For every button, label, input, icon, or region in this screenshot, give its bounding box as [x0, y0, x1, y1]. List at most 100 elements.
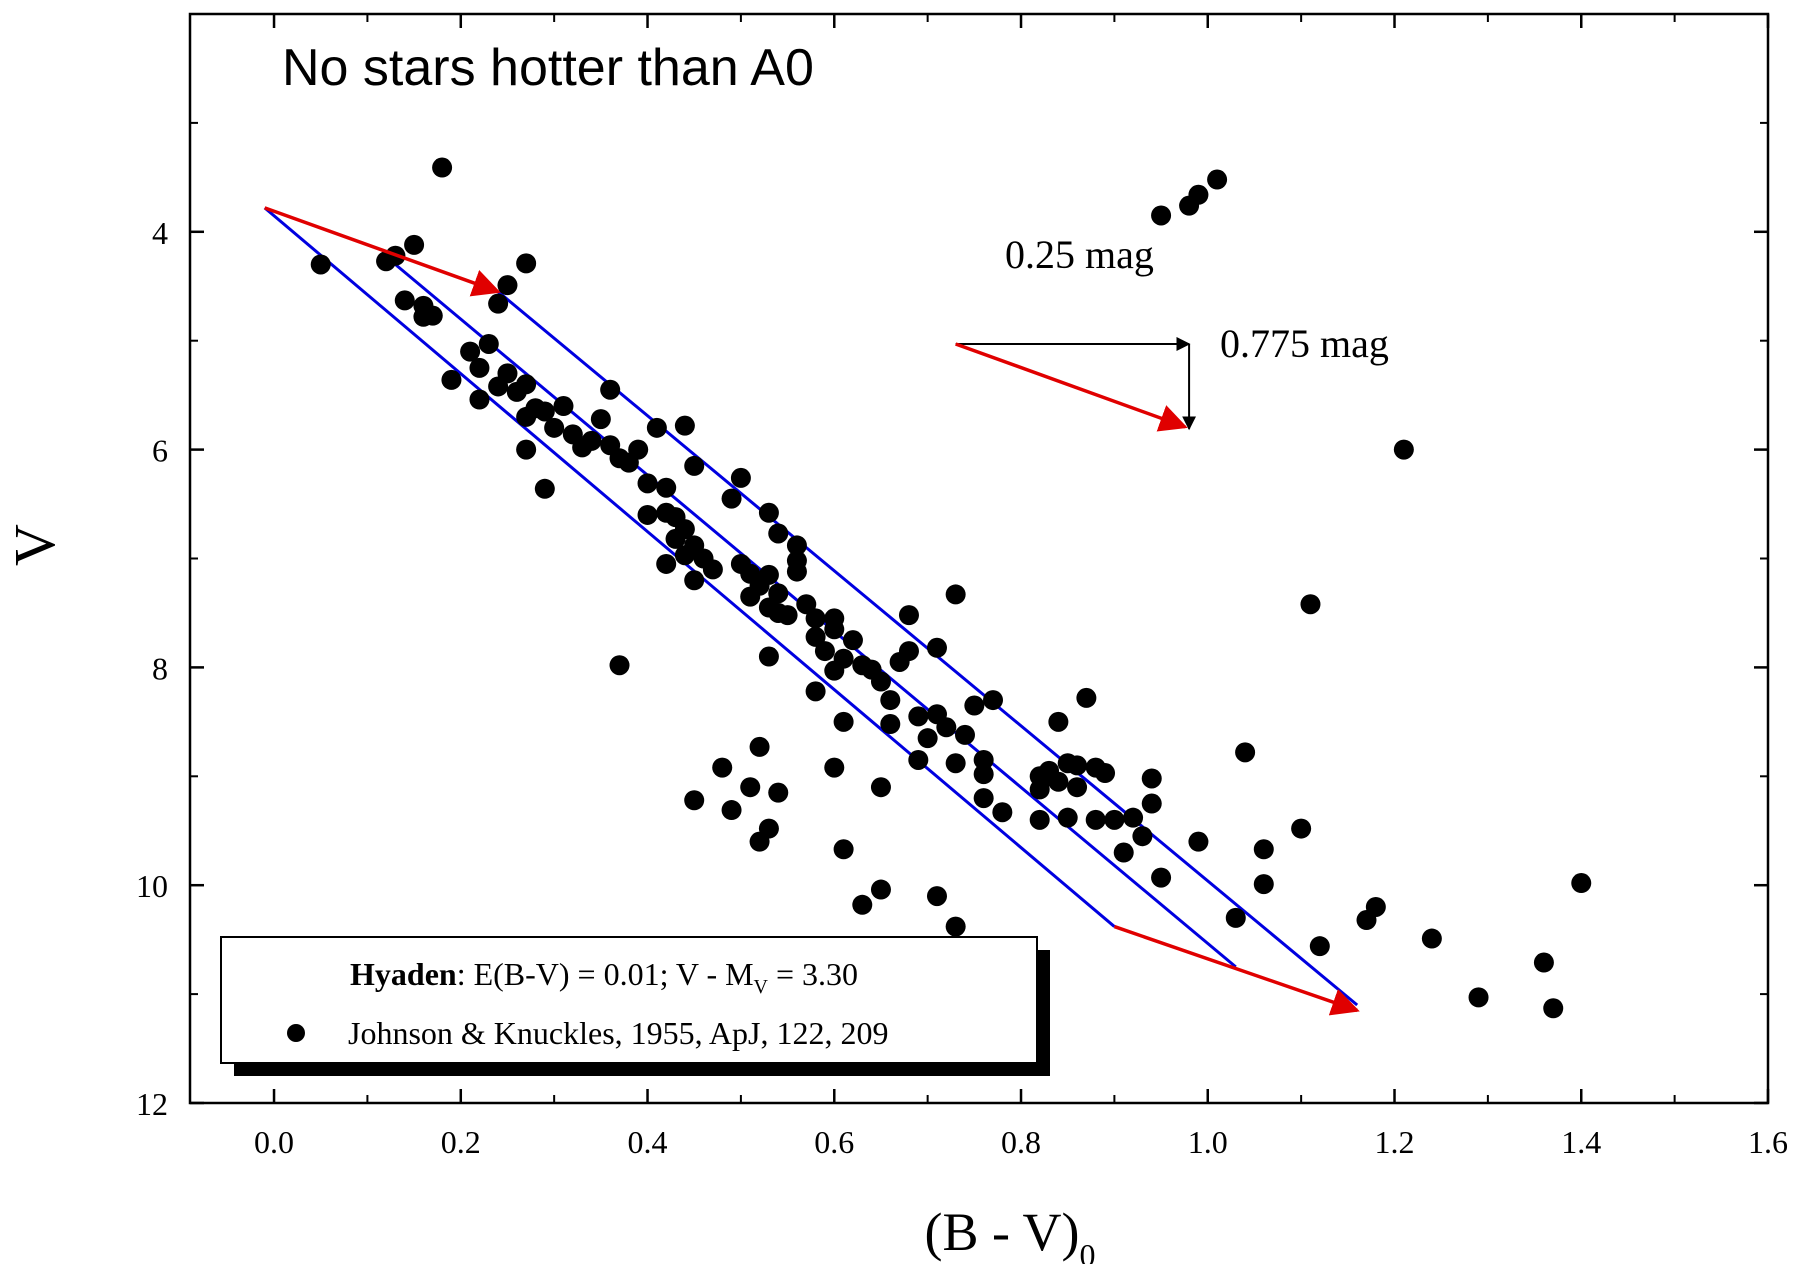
- data-point: [553, 396, 574, 417]
- data-point: [637, 504, 658, 525]
- data-point: [674, 545, 695, 566]
- data-point: [721, 488, 742, 509]
- data-point: [544, 417, 565, 438]
- data-point: [441, 369, 462, 390]
- data-point: [1113, 842, 1134, 863]
- data-point: [1468, 987, 1489, 1008]
- data-point: [609, 655, 630, 676]
- data-point: [1543, 998, 1564, 1019]
- data-point: [880, 690, 901, 711]
- data-point: [656, 553, 677, 574]
- chart-title: No stars hotter than A0: [282, 39, 814, 97]
- data-point: [534, 478, 555, 499]
- data-point: [833, 839, 854, 860]
- tick-labels: 0.0 0.2 0.4 0.6 0.8 1.0 1.2 1.4 1.6 4 6 8 10 12: [136, 215, 1788, 1160]
- data-point: [1141, 793, 1162, 814]
- x-tick-label: 1.0: [1188, 1124, 1228, 1160]
- data-point: [992, 802, 1013, 823]
- y-tick-label: 10: [136, 868, 168, 904]
- data-point: [469, 357, 490, 378]
- data-point: [404, 234, 425, 255]
- data-point: [824, 757, 845, 778]
- data-point: [684, 570, 705, 591]
- data-point: [646, 417, 667, 438]
- data-point: [898, 605, 919, 626]
- data-point: [926, 637, 947, 658]
- data-point: [1309, 936, 1330, 957]
- data-point: [1225, 907, 1246, 928]
- data-point: [310, 254, 331, 275]
- data-point: [1132, 826, 1153, 847]
- data-point: [1365, 896, 1386, 917]
- data-point: [908, 749, 929, 770]
- x-axis-label-subscript: 0: [1080, 1237, 1096, 1264]
- x-tick-label: 0.2: [441, 1124, 481, 1160]
- data-point: [1393, 439, 1414, 460]
- legend-box: [220, 936, 1038, 1064]
- data-point: [768, 583, 789, 604]
- data-point: [674, 415, 695, 436]
- data-point: [824, 608, 845, 629]
- data-point: [908, 706, 929, 727]
- data-point: [1085, 809, 1106, 830]
- x-axis-label: (B - V)0: [925, 1202, 1096, 1264]
- y-tick-label: 6: [152, 433, 168, 469]
- data-point: [768, 523, 789, 544]
- band-line-lower: [263, 206, 1116, 928]
- data-point: [786, 535, 807, 556]
- data-point: [488, 293, 509, 314]
- data-point: [1067, 755, 1088, 776]
- data-point: [516, 374, 537, 395]
- data-point: [1188, 831, 1209, 852]
- data-point: [1253, 839, 1274, 860]
- data-point: [758, 502, 779, 523]
- data-point: [1253, 874, 1274, 895]
- data-point: [684, 455, 705, 476]
- data-point: [833, 711, 854, 732]
- data-point: [926, 886, 947, 907]
- reddening-vector-top: [264, 206, 501, 297]
- reddening-vector-bottom: [1113, 924, 1360, 1016]
- x-axis-label-main: (B - V): [925, 1202, 1080, 1262]
- legend-title-rest: : E(B-V) = 0.01; V - M: [457, 956, 754, 992]
- y-tick-label: 12: [136, 1086, 168, 1122]
- data-point: [1188, 184, 1209, 205]
- x-tick-label: 0.0: [254, 1124, 294, 1160]
- x-tick-label: 0.4: [628, 1124, 668, 1160]
- data-point: [777, 605, 798, 626]
- data-point: [1141, 768, 1162, 789]
- data-point: [898, 641, 919, 662]
- data-point: [581, 430, 602, 451]
- data-point: [674, 519, 695, 540]
- data-point: [805, 681, 826, 702]
- reddening-vectors: [264, 206, 1360, 1016]
- data-point: [1029, 809, 1050, 830]
- data-point: [973, 749, 994, 770]
- data-point: [805, 608, 826, 629]
- data-point: [1057, 807, 1078, 828]
- data-point: [973, 764, 994, 785]
- data-point: [758, 646, 779, 667]
- y-axis-label: V: [2, 524, 67, 566]
- data-point: [796, 594, 817, 615]
- data-point: [478, 333, 499, 354]
- data-point: [945, 753, 966, 774]
- data-point: [1291, 818, 1312, 839]
- data-point: [814, 641, 835, 662]
- data-point: [973, 788, 994, 809]
- data-point: [432, 157, 453, 178]
- legend-series-label: Johnson & Knuckles, 1955, ApJ, 122, 209: [348, 1015, 888, 1051]
- data-point: [460, 341, 481, 362]
- data-point: [870, 777, 891, 798]
- data-point: [1421, 928, 1442, 949]
- data-point: [1076, 687, 1097, 708]
- legend-title-bold: Hyaden: [350, 956, 457, 992]
- data-point: [786, 561, 807, 582]
- legend-marker: [287, 1024, 305, 1042]
- data-point: [945, 584, 966, 605]
- data-point: [964, 695, 985, 716]
- data-point: [1571, 873, 1592, 894]
- data-point: [497, 275, 518, 296]
- data-point: [870, 671, 891, 692]
